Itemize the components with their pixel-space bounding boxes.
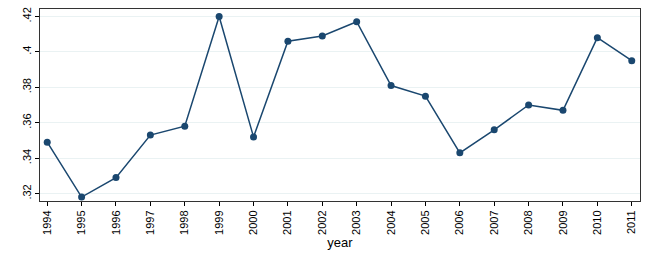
- svg-text:2000: 2000: [247, 210, 259, 234]
- svg-text:2004: 2004: [385, 210, 397, 234]
- svg-text:1997: 1997: [144, 210, 156, 234]
- svg-text:.38: .38: [21, 78, 33, 93]
- svg-text:2007: 2007: [488, 210, 500, 234]
- svg-text:2009: 2009: [557, 210, 569, 234]
- svg-text:.42: .42: [21, 7, 33, 22]
- svg-text:.4: .4: [21, 46, 33, 55]
- svg-text:2001: 2001: [281, 210, 293, 234]
- svg-text:1999: 1999: [213, 210, 225, 234]
- svg-text:2003: 2003: [350, 210, 362, 234]
- svg-text:1994: 1994: [41, 210, 53, 234]
- svg-text:year: year: [327, 235, 353, 250]
- svg-text:.34: .34: [21, 149, 33, 164]
- svg-text:2002: 2002: [316, 210, 328, 234]
- svg-text:.36: .36: [21, 113, 33, 128]
- svg-text:2006: 2006: [453, 210, 465, 234]
- svg-text:2005: 2005: [419, 210, 431, 234]
- svg-text:1998: 1998: [178, 210, 190, 234]
- svg-text:2010: 2010: [591, 210, 603, 234]
- svg-text:1995: 1995: [75, 210, 87, 234]
- svg-text:2008: 2008: [522, 210, 534, 234]
- svg-text:.32: .32: [21, 184, 33, 199]
- svg-text:2011: 2011: [625, 210, 637, 234]
- svg-text:1996: 1996: [110, 210, 122, 234]
